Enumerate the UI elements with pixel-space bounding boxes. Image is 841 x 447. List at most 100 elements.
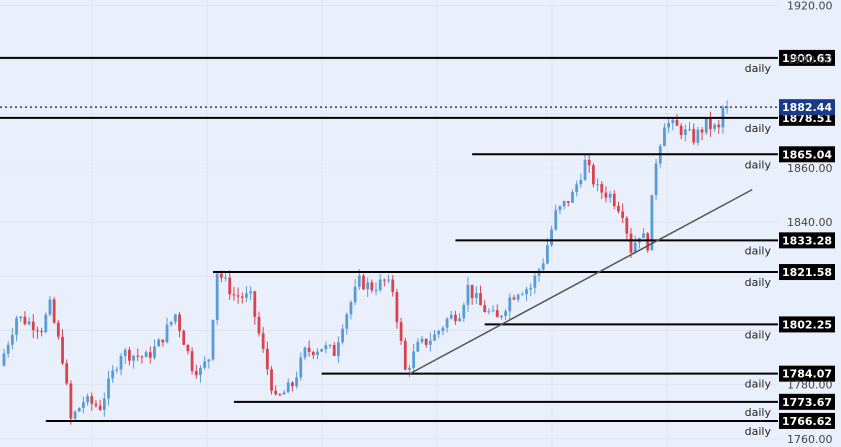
candle-body (211, 319, 215, 360)
candle-body (587, 159, 591, 166)
candle-body (15, 318, 18, 335)
candle-body (86, 396, 89, 403)
level-tag: daily (745, 158, 772, 171)
candle-body (562, 201, 566, 207)
level-tag: daily (745, 244, 772, 257)
candle-body (608, 193, 612, 198)
candle-body (65, 363, 69, 384)
candle-body (52, 299, 56, 323)
candle-body (19, 316, 23, 319)
candle-body (558, 206, 562, 211)
candle-body (575, 184, 579, 193)
candle-body (278, 394, 282, 396)
candle-body (428, 340, 432, 345)
candle-body (219, 273, 223, 278)
candle-body (621, 211, 625, 219)
candle-body (483, 305, 487, 313)
candle-body (579, 179, 583, 185)
level-label-box (779, 146, 835, 163)
current-price-label: 1882.44 (782, 101, 832, 114)
candle-body (420, 338, 424, 342)
candle-body (240, 296, 244, 298)
level-label-box (779, 316, 835, 333)
candle-body (157, 339, 161, 347)
candle-body (671, 119, 675, 124)
candle-body (654, 163, 658, 196)
candle-body (600, 184, 604, 193)
candle-body (224, 277, 227, 279)
candle-body (541, 263, 545, 270)
candle-body (504, 311, 507, 316)
candle-body (94, 403, 98, 406)
candle-body (378, 279, 382, 290)
candle-body (40, 331, 44, 333)
candle-body (286, 382, 290, 393)
candle-body (282, 392, 286, 395)
candle-body (144, 352, 148, 358)
candle-body (299, 357, 303, 378)
candle-body (203, 361, 207, 368)
candle-body (374, 289, 378, 291)
candle-body (23, 316, 27, 325)
level-label: 1865.04 (782, 148, 832, 161)
level-tag: daily (745, 378, 772, 391)
candle-body (433, 334, 436, 341)
candle-body (650, 195, 654, 251)
candle-body (675, 119, 679, 126)
candle-body (337, 342, 340, 356)
candle-body (571, 192, 574, 203)
candle-body (186, 344, 190, 352)
candle-body (395, 292, 399, 323)
candle-body (136, 355, 140, 357)
price-tick-label: 1760.00 (787, 433, 833, 446)
candle-body (591, 165, 595, 185)
candle-body (529, 287, 533, 290)
candle-body (320, 349, 324, 352)
level-label-box (779, 412, 835, 429)
candle-body (437, 331, 441, 335)
candle-body (617, 206, 620, 212)
level-tag: daily (745, 276, 772, 289)
candle-body (148, 352, 152, 358)
candle-body (153, 346, 156, 358)
candle-body (107, 378, 110, 399)
candle-body (44, 314, 48, 333)
candle-body (215, 273, 219, 320)
candle-body (2, 353, 6, 366)
candle-body (73, 411, 77, 419)
candle-body (115, 369, 119, 371)
price-tick-label: 1840.00 (787, 216, 833, 229)
candle-body (245, 293, 248, 298)
price-tick-label: 1920.00 (787, 0, 833, 12)
candle-body (173, 314, 177, 322)
candle-body (479, 293, 482, 306)
candle-body (324, 345, 328, 350)
candle-body (604, 192, 608, 198)
candle-body (123, 349, 127, 357)
candle-body (525, 289, 528, 295)
level-label: 1821.58 (782, 266, 832, 279)
candle-body (36, 330, 39, 332)
candle-body (583, 159, 587, 180)
candle-body (520, 294, 524, 296)
candle-body (311, 351, 315, 356)
candle-body (228, 277, 232, 295)
candle-body (69, 383, 73, 419)
candle-body (90, 396, 94, 404)
candle-body (508, 297, 512, 312)
candle-body (546, 245, 549, 264)
candle-body (466, 284, 470, 305)
candle-body (182, 330, 186, 345)
candle-body (257, 316, 261, 334)
candle-body (370, 282, 374, 291)
candle-body (725, 107, 729, 109)
candle-body (132, 355, 135, 361)
candle-body (688, 129, 691, 131)
level-tag: daily (745, 62, 772, 75)
candle-body (709, 118, 712, 129)
candle-body (274, 390, 278, 395)
candle-body (408, 367, 411, 370)
level-label: 1784.07 (782, 368, 832, 381)
candle-body (291, 382, 294, 387)
candle-body (391, 279, 395, 293)
